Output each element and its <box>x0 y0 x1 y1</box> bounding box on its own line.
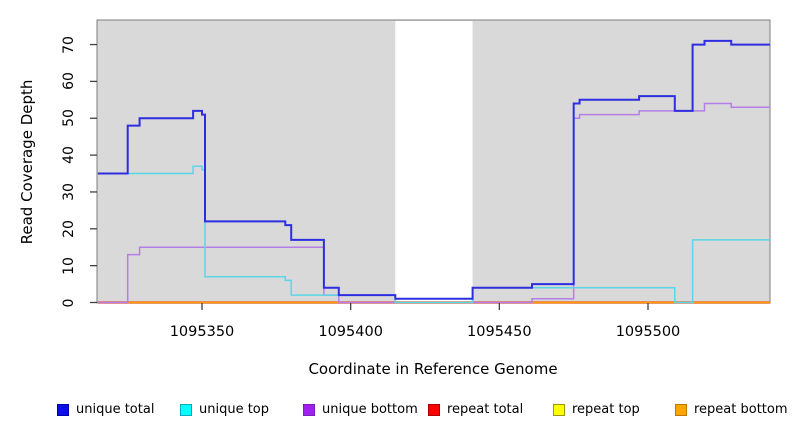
unique-total-swatch-icon <box>57 404 69 416</box>
y-tick-label: 30 <box>61 183 77 201</box>
y-tick-label: 60 <box>61 72 77 91</box>
legend-label: unique bottom <box>322 402 418 417</box>
y-tick-label: 10 <box>61 256 77 275</box>
repeat-bottom-swatch-icon <box>675 404 687 416</box>
masked-region <box>395 21 473 302</box>
legend-label: repeat bottom <box>694 402 788 417</box>
y-axis-title: Read Coverage Depth <box>18 79 36 245</box>
y-tick-label: 20 <box>61 219 77 238</box>
x-axis-title: Coordinate in Reference Genome <box>308 360 558 378</box>
y-tick-label: 0 <box>61 298 77 307</box>
repeat-top-swatch-icon <box>553 404 565 416</box>
unique-bottom-swatch-icon <box>303 404 315 416</box>
y-tick-label: 70 <box>61 35 77 54</box>
y-tick-label: 40 <box>61 146 77 165</box>
series-unique-total <box>97 39 770 300</box>
legend-label: unique top <box>199 402 270 417</box>
repeat-total-swatch-icon <box>428 404 440 416</box>
x-tick-label: 1095500 <box>615 324 681 340</box>
x-tick-label: 1095450 <box>467 324 532 340</box>
legend-label: repeat total <box>447 402 524 417</box>
x-tick-label: 1095400 <box>318 324 383 340</box>
legend-label: repeat top <box>572 402 640 417</box>
y-tick-label: 50 <box>61 109 77 128</box>
unique-top-swatch-icon <box>180 404 192 416</box>
legend-label: unique total <box>76 402 155 417</box>
series-unique-top <box>97 165 770 304</box>
x-tick-label: 1095350 <box>169 324 235 340</box>
